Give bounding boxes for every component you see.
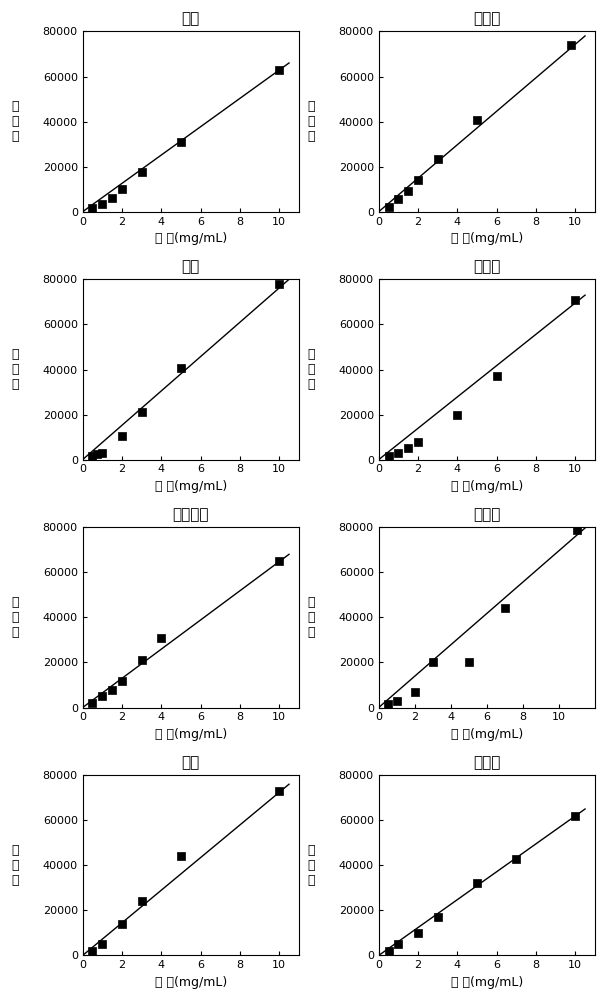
Point xyxy=(413,172,423,188)
Y-axis label: 峰
面
积: 峰 面 积 xyxy=(307,348,315,391)
Point xyxy=(433,909,442,925)
X-axis label: 浓 度(mg/mL): 浓 度(mg/mL) xyxy=(155,976,227,989)
Point xyxy=(117,916,127,932)
Point xyxy=(137,404,147,420)
Point xyxy=(567,37,576,53)
Point xyxy=(500,600,510,616)
Point xyxy=(393,191,403,207)
Point xyxy=(137,652,147,668)
Point xyxy=(404,440,413,456)
Point xyxy=(413,925,423,941)
Title: 甘露醇: 甘露醇 xyxy=(473,507,501,522)
X-axis label: 浓 度(mg/mL): 浓 度(mg/mL) xyxy=(451,976,523,989)
Title: 蔗糖: 蔗糖 xyxy=(182,755,200,770)
Point xyxy=(93,446,102,462)
Point xyxy=(570,808,580,824)
Point xyxy=(117,428,127,444)
X-axis label: 浓 度(mg/mL): 浓 度(mg/mL) xyxy=(155,728,227,741)
X-axis label: 浓 度(mg/mL): 浓 度(mg/mL) xyxy=(155,480,227,493)
Point xyxy=(176,360,186,376)
Point xyxy=(275,783,284,799)
Title: 葡萄糖: 葡萄糖 xyxy=(473,259,501,274)
Point xyxy=(404,183,413,199)
Point xyxy=(464,654,474,670)
X-axis label: 浓 度(mg/mL): 浓 度(mg/mL) xyxy=(155,232,227,245)
Point xyxy=(176,848,186,864)
Point xyxy=(88,695,98,711)
Point xyxy=(433,151,442,167)
Point xyxy=(384,943,393,959)
Y-axis label: 峰
面
积: 峰 面 积 xyxy=(11,348,19,391)
Point xyxy=(384,448,393,464)
Point xyxy=(88,200,98,216)
Point xyxy=(156,630,166,646)
Point xyxy=(88,448,98,464)
Point xyxy=(453,407,462,423)
Point xyxy=(491,368,501,384)
Point xyxy=(393,445,403,461)
X-axis label: 浓 度(mg/mL): 浓 度(mg/mL) xyxy=(451,728,523,741)
Y-axis label: 峰
面
积: 峰 面 积 xyxy=(307,596,315,639)
Title: 木糖: 木糖 xyxy=(182,11,200,26)
Point xyxy=(275,553,284,569)
X-axis label: 浓 度(mg/mL): 浓 度(mg/mL) xyxy=(451,232,523,245)
Point xyxy=(98,196,107,212)
Point xyxy=(107,190,117,206)
Point xyxy=(98,445,107,461)
Point xyxy=(511,851,521,867)
Point xyxy=(428,654,438,670)
Point xyxy=(383,696,393,712)
Y-axis label: 峰
面
积: 峰 面 积 xyxy=(11,100,19,143)
Y-axis label: 峰
面
积: 峰 面 积 xyxy=(307,844,315,887)
Point xyxy=(393,936,403,952)
Point xyxy=(472,875,482,891)
X-axis label: 浓 度(mg/mL): 浓 度(mg/mL) xyxy=(451,480,523,493)
Point xyxy=(98,936,107,952)
Point xyxy=(137,164,147,180)
Title: 果糖: 果糖 xyxy=(182,259,200,274)
Y-axis label: 峰
面
积: 峰 面 积 xyxy=(11,596,19,639)
Point xyxy=(117,673,127,689)
Point xyxy=(392,693,402,709)
Point xyxy=(275,276,284,292)
Y-axis label: 峰
面
积: 峰 面 积 xyxy=(11,844,19,887)
Point xyxy=(117,181,127,197)
Point xyxy=(98,688,107,704)
Point xyxy=(275,62,284,78)
Point xyxy=(384,199,393,215)
Point xyxy=(107,682,117,698)
Title: 木糖醇: 木糖醇 xyxy=(473,11,501,26)
Point xyxy=(472,112,482,128)
Title: 麦芽糖: 麦芽糖 xyxy=(473,755,501,770)
Point xyxy=(570,292,580,308)
Point xyxy=(88,943,98,959)
Y-axis label: 峰
面
积: 峰 面 积 xyxy=(307,100,315,143)
Point xyxy=(413,434,423,450)
Title: 赤藓糖醇: 赤藓糖醇 xyxy=(173,507,209,522)
Point xyxy=(410,684,419,700)
Point xyxy=(137,893,147,909)
Point xyxy=(572,522,582,538)
Point xyxy=(176,134,186,150)
